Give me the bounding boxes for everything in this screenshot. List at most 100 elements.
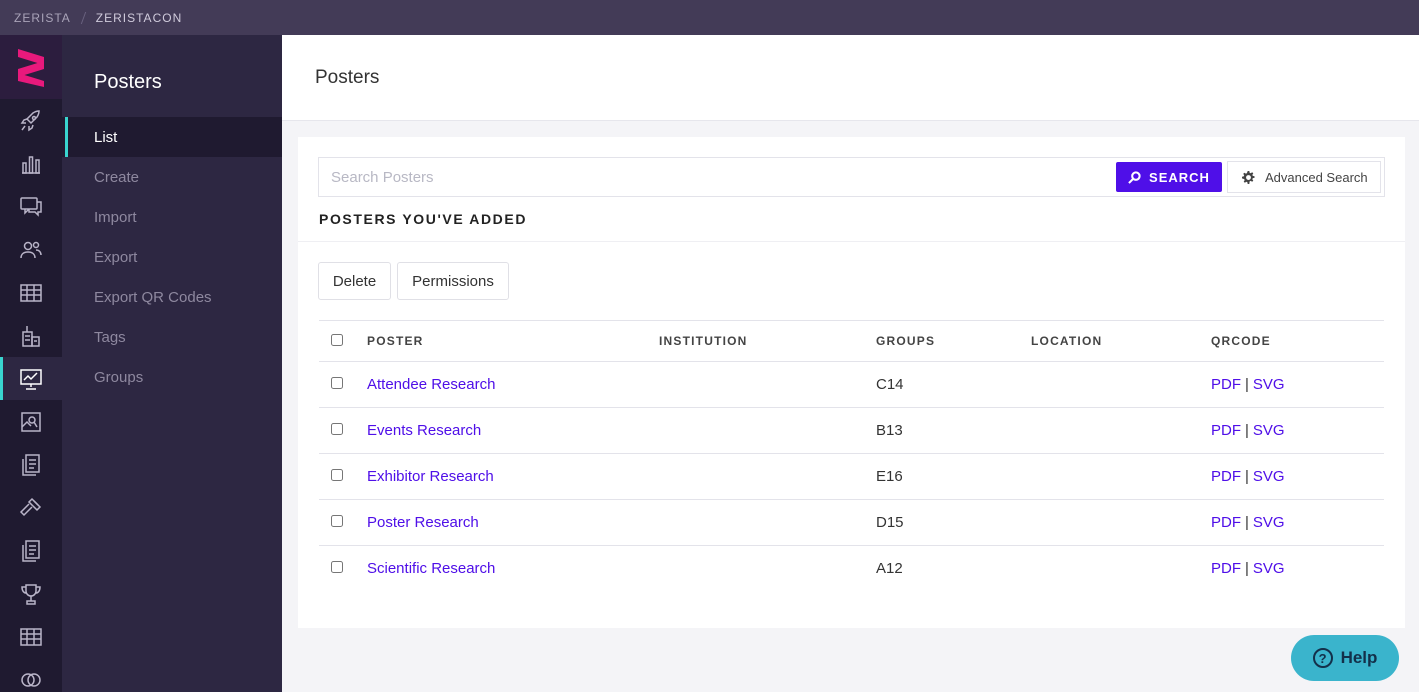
rail-item-grid[interactable] [0,271,62,314]
qrcode-svg-link[interactable]: SVG [1252,560,1285,578]
documents-icon [22,539,40,562]
rail-item-bar-chart[interactable] [0,142,62,185]
groups-cell: E16 [876,453,1031,500]
rail-item-building[interactable] [0,314,62,357]
qrcode-cell: PDF | SVG [1211,546,1384,592]
subnav-item-import[interactable]: Import [94,208,137,226]
advanced-search-button[interactable]: Advanced Search [1227,161,1381,193]
documents-icon [22,453,40,476]
table-row: Exhibitor Research E16 PDF | SVG [319,453,1384,500]
table-icon [20,627,42,646]
qrcode-svg-link[interactable]: SVG [1252,468,1285,485]
link-separator: | [1245,376,1249,393]
column-header-location[interactable]: LOCATION [1031,320,1211,362]
poster-cell: Poster Research [367,499,659,546]
rail-item-table[interactable] [0,615,62,658]
poster-cell: Events Research [367,407,659,454]
help-button[interactable]: ? Help [1291,635,1399,681]
subnav-item-tags[interactable]: Tags [94,328,126,346]
qrcode-svg-link[interactable]: SVG [1252,376,1285,393]
logo-icon [18,49,44,87]
search-button-label: SEARCH [1149,169,1210,185]
qrcode-svg-link[interactable]: SVG [1252,514,1285,531]
map-icon [21,411,41,432]
subnav-item-list[interactable]: List [62,117,282,157]
column-header-groups[interactable]: GROUPS [876,320,1031,362]
row-checkbox[interactable] [331,469,343,481]
subnav-item-export[interactable]: Export [94,248,138,266]
poster-link[interactable]: Attendee Research [367,376,496,393]
column-header-poster[interactable]: POSTER [367,320,659,362]
row-checkbox[interactable] [331,377,343,389]
table-row: Events Research B13 PDF | SVG [319,407,1384,454]
institution-cell [659,453,876,500]
column-header-institution[interactable]: INSTITUTION [659,320,876,362]
qrcode-cell: PDF | SVG [1211,361,1384,408]
rail-item-rings[interactable] [0,658,62,692]
poster-link[interactable]: Events Research [367,422,482,439]
row-checkbox[interactable] [331,561,343,574]
qrcode-svg-link[interactable]: SVG [1252,422,1285,439]
qrcode-cell: PDF | SVG [1211,499,1384,546]
event-breadcrumb[interactable]: ZERISTACON [95,10,183,25]
poster-link[interactable]: Poster Research [367,514,479,531]
link-separator: | [1245,468,1249,485]
search-button[interactable]: SEARCH [1116,162,1222,192]
qrcode-pdf-link[interactable]: PDF [1211,560,1241,578]
main-content: Posters SEARCH Advanced Search POSTERS Y… [282,35,1419,692]
link-separator: | [1245,422,1249,439]
subnav-item-create[interactable]: Create [94,168,140,186]
search-input[interactable] [319,158,1116,196]
delete-button[interactable]: Delete [318,262,391,300]
section-title: POSTERS YOU'VE ADDED [319,211,528,227]
row-checkbox[interactable] [331,515,343,527]
help-icon: ? [1312,648,1333,668]
chat-icon [20,196,42,217]
location-cell [1031,453,1211,500]
rail-item-documents[interactable] [0,529,62,572]
zerista-logo[interactable] [0,35,62,99]
sub-navigation: Posters List Create Import Export Export… [62,35,282,692]
rail-item-rocket[interactable] [0,99,62,142]
subnav-item-groups[interactable]: Groups [94,368,144,386]
icon-rail [0,35,62,692]
rail-item-trophy[interactable] [0,572,62,615]
groups-cell: B13 [876,407,1031,454]
qrcode-pdf-link[interactable]: PDF [1211,422,1241,439]
poster-link[interactable]: Exhibitor Research [367,468,494,485]
row-select-cell [319,546,367,592]
qrcode-pdf-link[interactable]: PDF [1211,468,1241,485]
column-header-qrcode: QRCODE [1211,320,1384,362]
row-checkbox[interactable] [331,423,343,435]
rail-item-chat[interactable] [0,185,62,228]
link-separator: | [1245,514,1249,531]
divider [298,241,1405,242]
row-select-cell [319,499,367,546]
rail-item-people[interactable] [0,228,62,271]
header-select-cell [319,320,367,362]
select-all-checkbox[interactable] [331,333,343,346]
qrcode-cell: PDF | SVG [1211,407,1384,454]
org-breadcrumb[interactable]: ZERISTA [14,10,71,25]
rail-item-hammer[interactable] [0,486,62,529]
gear-icon [1242,170,1255,184]
row-select-cell [319,453,367,500]
poster-link[interactable]: Scientific Research [367,560,496,578]
qrcode-pdf-link[interactable]: PDF [1211,514,1241,531]
link-separator: | [1245,560,1249,578]
institution-cell [659,499,876,546]
location-cell [1031,407,1211,454]
rail-item-documents[interactable] [0,443,62,486]
rail-item-presentation[interactable] [0,357,62,400]
trophy-icon [21,583,41,605]
groups-cell: A12 [876,560,903,578]
permissions-button[interactable]: Permissions [397,262,509,300]
institution-cell [659,361,876,408]
subnav-item-export-qr-codes[interactable]: Export QR Codes [94,288,212,306]
table-row: Attendee Research C14 PDF | SVG [319,361,1384,408]
qrcode-pdf-link[interactable]: PDF [1211,376,1241,393]
search-icon [1128,170,1141,184]
location-cell [1031,361,1211,408]
rail-item-map[interactable] [0,400,62,443]
posters-table: POSTER INSTITUTION GROUPS LOCATION QRCOD… [319,320,1384,592]
